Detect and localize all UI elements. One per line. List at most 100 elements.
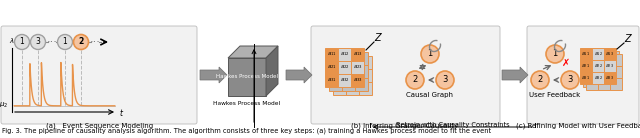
Bar	[604, 72, 616, 84]
Text: Fig. 3. The pipeline of causality analysis algorithm. The algorithm consists of : Fig. 3. The pipeline of causality analys…	[2, 128, 491, 134]
Text: 1: 1	[20, 38, 24, 47]
Bar	[592, 60, 604, 72]
Text: $a_{22}$: $a_{22}$	[593, 62, 602, 70]
Circle shape	[31, 34, 45, 50]
Bar	[329, 65, 342, 78]
Polygon shape	[228, 58, 266, 96]
Bar	[329, 78, 342, 91]
Text: 2: 2	[538, 75, 543, 84]
Bar	[586, 54, 598, 66]
Bar	[329, 52, 342, 65]
Bar	[595, 51, 607, 63]
Bar	[610, 54, 622, 66]
Text: $a_{21}$: $a_{21}$	[582, 62, 591, 70]
Bar	[325, 61, 338, 74]
Bar	[355, 52, 368, 65]
Circle shape	[74, 34, 88, 50]
Bar	[604, 48, 616, 60]
Text: 1: 1	[552, 50, 557, 59]
Circle shape	[406, 71, 424, 89]
Bar	[351, 74, 364, 87]
Text: 2: 2	[412, 75, 418, 84]
Text: $Z$: $Z$	[374, 31, 383, 43]
Text: ···: ···	[90, 37, 100, 47]
Text: $a_{23}$: $a_{23}$	[353, 64, 362, 71]
Bar	[351, 48, 364, 61]
Bar	[610, 78, 622, 90]
Bar	[595, 63, 607, 75]
Text: $a_{21}$: $a_{21}$	[326, 64, 336, 71]
Bar	[586, 66, 598, 78]
Text: 1: 1	[63, 38, 67, 47]
Text: (c) Refining Model with User Feedback: (c) Refining Model with User Feedback	[516, 123, 640, 129]
Text: (b) Inferring Granger Causality: (b) Inferring Granger Causality	[351, 123, 459, 129]
Bar	[598, 66, 610, 78]
Text: Causal Graph: Causal Graph	[406, 92, 454, 98]
Circle shape	[15, 34, 29, 50]
Text: $\mu_2$: $\mu_2$	[0, 101, 8, 110]
Bar	[359, 56, 372, 69]
Bar	[592, 48, 604, 60]
Bar	[592, 72, 604, 84]
Bar	[325, 48, 338, 61]
Bar	[583, 51, 595, 63]
Bar	[342, 65, 355, 78]
FancyBboxPatch shape	[527, 26, 639, 124]
Text: $a_{23}$: $a_{23}$	[605, 62, 614, 70]
Bar	[355, 78, 368, 91]
Bar	[325, 74, 338, 87]
Circle shape	[561, 71, 579, 89]
Text: $a_{11}$: $a_{11}$	[582, 50, 591, 58]
Bar	[346, 82, 359, 95]
Circle shape	[531, 71, 549, 89]
FancyBboxPatch shape	[311, 26, 500, 124]
Text: $a_{13}$: $a_{13}$	[353, 51, 362, 59]
Bar	[346, 56, 359, 69]
Bar	[346, 69, 359, 82]
Text: User Feedback: User Feedback	[529, 92, 580, 98]
Bar	[338, 61, 351, 74]
FancyArrow shape	[502, 67, 528, 83]
Circle shape	[436, 71, 454, 89]
Bar	[342, 52, 355, 65]
Text: 1: 1	[428, 50, 433, 59]
Text: $a_{13}$: $a_{13}$	[605, 50, 614, 58]
Text: $t$: $t$	[119, 107, 124, 117]
Bar	[333, 82, 346, 95]
Bar	[333, 56, 346, 69]
Text: $a_{31}$: $a_{31}$	[582, 74, 591, 82]
Bar	[355, 65, 368, 78]
Bar	[580, 48, 592, 60]
Bar	[342, 78, 355, 91]
Bar	[598, 54, 610, 66]
Text: $a_{33}$: $a_{33}$	[605, 74, 614, 82]
Text: $\lambda_2(t)$: $\lambda_2(t)$	[9, 35, 26, 46]
Text: ···: ···	[47, 37, 58, 47]
Bar	[338, 48, 351, 61]
Polygon shape	[266, 46, 278, 96]
Text: Retrain with Causality Constraints: Retrain with Causality Constraints	[396, 122, 509, 128]
Polygon shape	[228, 46, 278, 58]
Text: 3: 3	[36, 38, 40, 47]
Bar	[586, 78, 598, 90]
Bar	[580, 72, 592, 84]
Text: $Z$: $Z$	[624, 32, 633, 44]
Text: $a_{12}$: $a_{12}$	[340, 51, 349, 59]
Text: $a_{33}$: $a_{33}$	[353, 77, 362, 84]
Bar	[598, 78, 610, 90]
Text: ✗: ✗	[561, 58, 570, 68]
Bar	[604, 60, 616, 72]
Text: Hawkes Process Model: Hawkes Process Model	[216, 75, 278, 79]
Bar	[338, 74, 351, 87]
Text: 3: 3	[567, 75, 573, 84]
Circle shape	[58, 34, 72, 50]
FancyArrow shape	[286, 67, 312, 83]
Text: $a_{32}$: $a_{32}$	[593, 74, 602, 82]
Circle shape	[546, 45, 564, 63]
FancyBboxPatch shape	[1, 26, 197, 124]
Bar	[607, 63, 619, 75]
Bar	[583, 63, 595, 75]
Text: $a_{31}$: $a_{31}$	[326, 77, 336, 84]
Bar	[351, 61, 364, 74]
Bar	[595, 75, 607, 87]
